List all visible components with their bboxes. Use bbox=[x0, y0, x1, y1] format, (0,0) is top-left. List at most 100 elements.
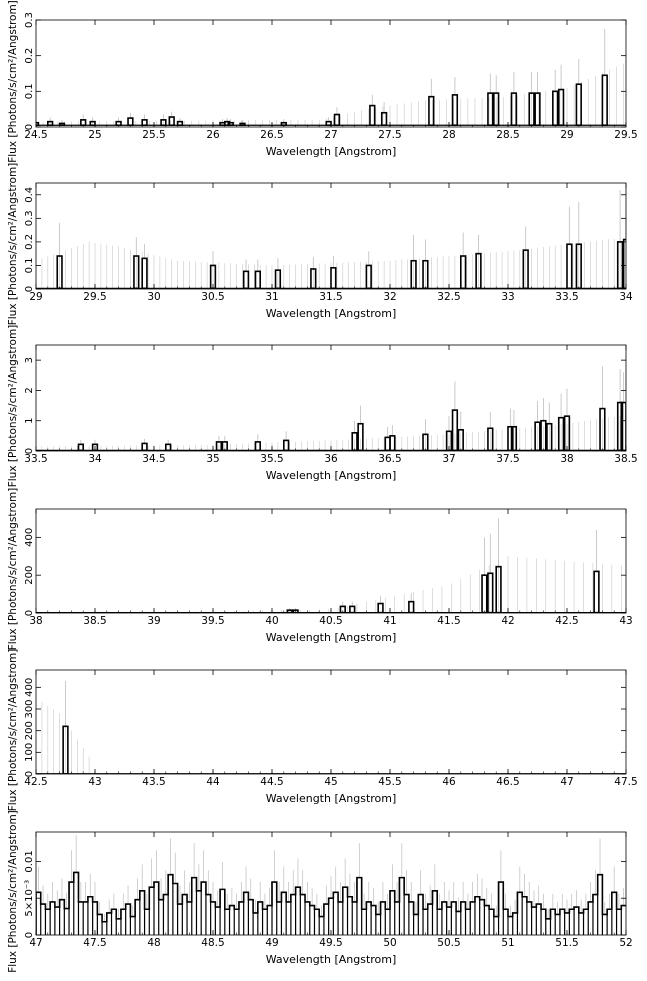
x-tick-label: 44 bbox=[206, 776, 220, 788]
y-axis-label: Flux [Photons/s/cm²/Angstrom] bbox=[7, 649, 19, 812]
y-axis-label: Flux [Photons/s/cm²/Angstrom] bbox=[7, 488, 19, 651]
spectrum-panel-5: 42.5 43 43.5 44 44.5 45 45.5 46 46.5 47 47.5 0 100 20… bbox=[7, 649, 638, 812]
flux-bin bbox=[333, 113, 341, 127]
flux-bin bbox=[58, 122, 66, 127]
x-tick-label: 33.5 bbox=[24, 453, 47, 465]
x-tick-label: 41 bbox=[383, 615, 396, 627]
x-axis-label: Wavelength [Angstrom] bbox=[266, 145, 397, 158]
x-tick-label: 29.5 bbox=[614, 129, 637, 141]
y-tick-label: 0.4 bbox=[24, 187, 35, 203]
flux-bin bbox=[141, 257, 148, 289]
flux-bin bbox=[141, 119, 148, 127]
y-tick-label: 0 bbox=[24, 932, 35, 938]
x-tick-label: 40 bbox=[265, 615, 278, 627]
flux-bin bbox=[408, 600, 415, 613]
flux-bin bbox=[507, 425, 514, 451]
flux-bin bbox=[616, 401, 624, 451]
x-axis-label: Wavelength [Angstrom] bbox=[266, 307, 397, 320]
flux-bin bbox=[593, 570, 600, 613]
axes-frame bbox=[35, 669, 627, 775]
x-tick-label: 38 bbox=[29, 615, 42, 627]
flux-bin bbox=[160, 119, 167, 127]
flux-bin bbox=[165, 443, 172, 451]
x-tick-label: 24.5 bbox=[24, 129, 47, 141]
flux-bin bbox=[487, 92, 494, 127]
y-tick-label: 0.1 bbox=[24, 83, 35, 99]
x-axis-label: Wavelength [Angstrom] bbox=[266, 792, 397, 805]
x-tick-label: 37.5 bbox=[496, 453, 519, 465]
x-tick-label: 49.5 bbox=[319, 937, 342, 949]
x-tick-label: 27 bbox=[324, 129, 337, 141]
y-axis-label: Flux [Photons/s/cm²/Angstrom] bbox=[7, 325, 19, 488]
x-tick-label: 35.5 bbox=[260, 453, 283, 465]
x-tick-label: 29 bbox=[29, 291, 42, 303]
flux-bin bbox=[451, 409, 459, 451]
flux-bin bbox=[557, 416, 565, 451]
x-tick-label: 38.5 bbox=[614, 453, 637, 465]
x-tick-label: 31.5 bbox=[319, 291, 342, 303]
y-tick-label: 0.1 bbox=[24, 257, 35, 273]
y-tick-label: 0 bbox=[24, 448, 35, 454]
x-tick-label: 47 bbox=[560, 776, 573, 788]
x-tick-label: 38.5 bbox=[83, 615, 106, 627]
flux-bin bbox=[451, 94, 459, 127]
flux-bin bbox=[325, 120, 332, 127]
x-tick-label: 26 bbox=[206, 129, 220, 141]
plot-area bbox=[36, 518, 626, 613]
x-tick-label: 26.5 bbox=[260, 129, 283, 141]
x-tick-label: 25 bbox=[88, 129, 101, 141]
plot-area bbox=[36, 28, 626, 127]
y-tick-label: 0.2 bbox=[24, 48, 35, 64]
flux-bin bbox=[510, 425, 518, 451]
x-tick-label: 32.5 bbox=[437, 291, 460, 303]
x-tick-label: 42 bbox=[501, 615, 514, 627]
flux-step-line bbox=[36, 871, 626, 935]
x-tick-label: 34 bbox=[619, 291, 633, 303]
y-tick-label: 0 bbox=[24, 124, 35, 130]
x-tick-label: 46 bbox=[442, 776, 456, 788]
flux-bin bbox=[522, 249, 529, 289]
flux-bin bbox=[141, 442, 148, 451]
spectrum-panel-6: 47 47.5 48 48.5 49 49.5 50 50.5 51 51.5 52 0 5×10⁻³ 0… bbox=[7, 810, 633, 973]
flux-bin bbox=[176, 120, 184, 127]
x-tick-label: 32 bbox=[383, 291, 396, 303]
x-tick-label: 47.5 bbox=[83, 937, 106, 949]
plot-area bbox=[36, 190, 626, 289]
x-tick-label: 47.5 bbox=[614, 776, 637, 788]
flux-bin bbox=[552, 90, 559, 127]
x-tick-label: 44.5 bbox=[260, 776, 283, 788]
x-tick-label: 31 bbox=[265, 291, 278, 303]
y-tick-label: 200 bbox=[24, 566, 35, 585]
x-tick-label: 51 bbox=[501, 937, 514, 949]
x-tick-label: 45.5 bbox=[378, 776, 401, 788]
flux-bin bbox=[534, 421, 541, 451]
flux-bin bbox=[274, 269, 282, 289]
flux-bin bbox=[557, 88, 565, 127]
flux-bin bbox=[475, 252, 482, 289]
x-tick-label: 36.5 bbox=[378, 453, 401, 465]
flux-bin bbox=[215, 441, 223, 451]
y-tick-label: 100 bbox=[24, 743, 35, 762]
x-tick-label: 34 bbox=[88, 453, 102, 465]
flux-bin bbox=[36, 121, 40, 127]
x-axis-label: Wavelength [Angstrom] bbox=[266, 953, 397, 966]
x-tick-label: 50 bbox=[383, 937, 396, 949]
x-tick-label: 33.5 bbox=[555, 291, 578, 303]
plot-area bbox=[36, 366, 626, 451]
flux-bin bbox=[330, 266, 337, 289]
y-tick-label: 0 bbox=[24, 286, 35, 292]
flux-bin bbox=[227, 121, 234, 127]
flux-bin bbox=[80, 119, 87, 127]
flux-bin bbox=[357, 422, 364, 451]
x-tick-label: 28.5 bbox=[496, 129, 519, 141]
y-tick-label: 400 bbox=[24, 528, 35, 547]
x-tick-label: 46.5 bbox=[496, 776, 519, 788]
y-tick-label: 400 bbox=[24, 678, 35, 697]
axes-frame bbox=[35, 508, 627, 614]
flux-bin bbox=[239, 122, 246, 127]
spectrum-panel-2: 29 29.5 30 30.5 31 31.5 32 32.5 33 33.5 34 0 0.1 0.2 0… bbox=[7, 163, 633, 326]
x-tick-label: 42.5 bbox=[555, 615, 578, 627]
spectrum-panel-3: 33.5 34 34.5 35 35.5 36 36.5 37 37.5 38 38.5 0 1 2 3 Wa… bbox=[7, 325, 638, 488]
flux-bin bbox=[242, 270, 250, 289]
flux-bin bbox=[620, 401, 626, 451]
